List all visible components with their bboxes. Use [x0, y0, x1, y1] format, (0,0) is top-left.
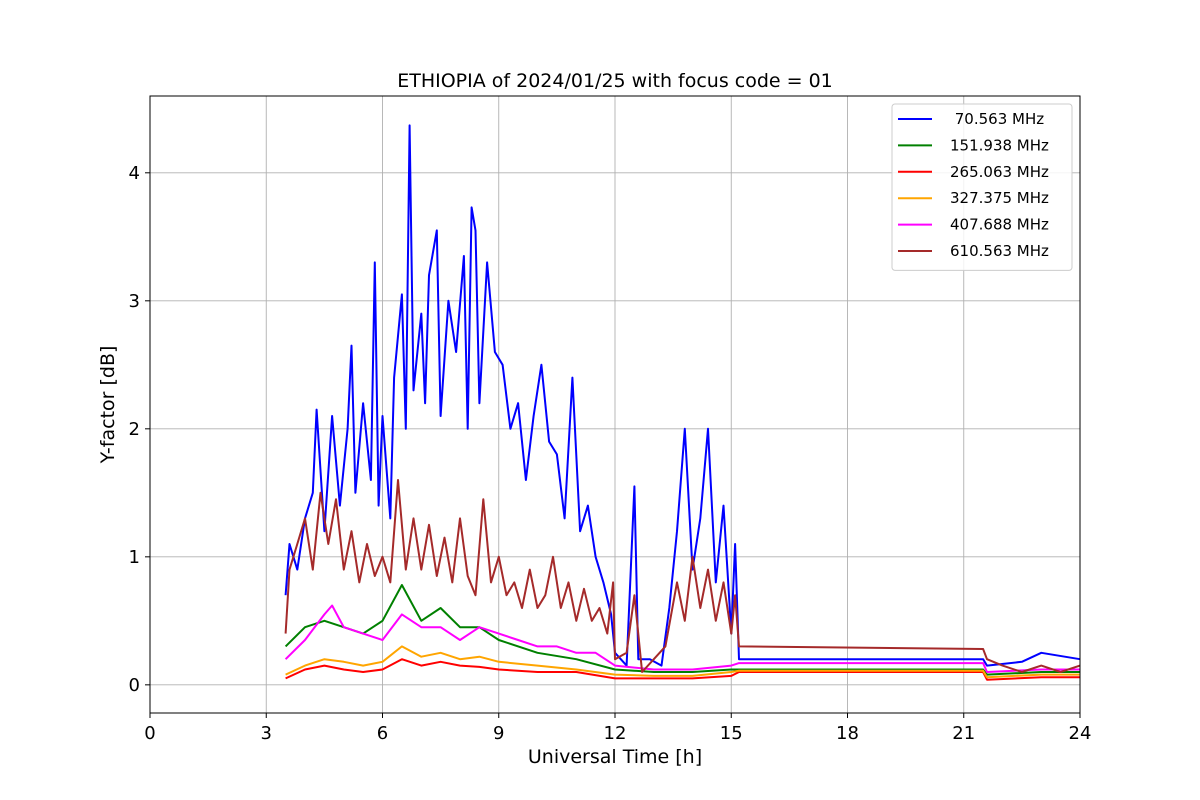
y-tick-label: 0 [129, 675, 140, 696]
series-line [284, 479, 1081, 673]
legend-label: 151.938 MHz [950, 136, 1049, 154]
legend-label: 327.375 MHz [950, 189, 1049, 207]
y-tick-label: 1 [129, 547, 140, 568]
series-line [284, 124, 1081, 667]
x-tick-label: 3 [261, 723, 272, 744]
x-tick-label: 12 [604, 723, 627, 744]
y-tick-label: 3 [129, 291, 140, 312]
legend-label: 610.563 MHz [950, 242, 1049, 260]
legend-label: 70.563 MHz [950, 110, 1044, 128]
series-line [284, 604, 1080, 673]
x-tick-label: 15 [720, 723, 743, 744]
x-tick-label: 6 [377, 723, 388, 744]
y-tick-label: 2 [129, 419, 140, 440]
legend-label: 265.063 MHz [950, 163, 1049, 181]
y-tick-label: 4 [129, 163, 140, 184]
x-tick-label: 9 [493, 723, 504, 744]
chart-title: ETHIOPIA of 2024/01/25 with focus code =… [397, 70, 833, 92]
series-line [285, 658, 1080, 681]
x-tick-label: 18 [836, 723, 859, 744]
x-tick-label: 0 [144, 723, 155, 744]
series-layer [284, 124, 1081, 681]
x-tick-label: 24 [1069, 723, 1092, 744]
series-line [285, 645, 1080, 679]
x-tick-label: 21 [952, 723, 975, 744]
legend-label: 407.688 MHz [950, 216, 1049, 234]
y-axis-label: Y-factor [dB] [97, 346, 119, 465]
legend: 70.563 MHz 151.938 MHz 265.063 MHz 327.375 … [891, 103, 1073, 271]
legend-box [891, 103, 1073, 271]
x-axis-label: Universal Time [h] [528, 746, 702, 768]
